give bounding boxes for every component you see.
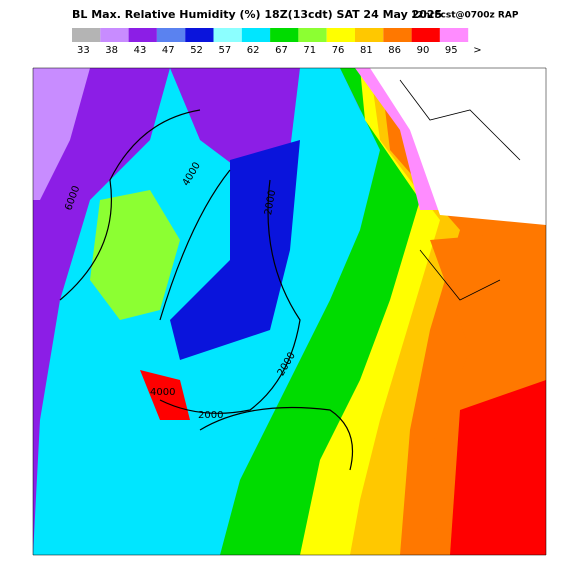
legend-swatch <box>411 28 440 42</box>
legend-label: 57 <box>219 45 232 56</box>
subtitle: 12hrFcst@0700z RAP <box>411 11 519 21</box>
legend-swatch <box>383 28 412 42</box>
map-area: 6000 4000 2000 2000 4000 2000 <box>32 67 547 556</box>
legend-swatch <box>439 28 469 42</box>
legend-label: 62 <box>247 45 260 56</box>
legend-label: 76 <box>332 45 345 56</box>
legend-label: 86 <box>388 45 401 56</box>
legend-swatch <box>270 28 299 42</box>
legend-swatch <box>298 28 327 42</box>
legend-swatch <box>72 28 101 42</box>
legend: 33 38 43 47 52 57 62 67 71 76 81 86 90 95 > <box>72 28 482 56</box>
legend-more: > <box>473 45 481 56</box>
contour-label: 4000 <box>150 387 175 398</box>
legend-swatch <box>156 28 186 42</box>
legend-label: 43 <box>134 45 147 56</box>
legend-label: 67 <box>275 45 288 56</box>
legend-swatch <box>326 28 355 42</box>
legend-label: 38 <box>105 45 118 56</box>
legend-swatch <box>128 28 157 42</box>
legend-label: 52 <box>190 45 203 56</box>
contour-label: 2000 <box>198 410 223 421</box>
title: BL Max. Relative Humidity (%) 18Z(13cdt)… <box>72 8 442 21</box>
legend-swatch <box>100 28 129 42</box>
legend-swatch <box>241 28 271 42</box>
legend-swatch <box>355 28 384 42</box>
contour-label: 2000 <box>263 189 278 216</box>
legend-label: 95 <box>445 45 458 56</box>
legend-label: 33 <box>77 45 90 56</box>
legend-label: 90 <box>417 45 430 56</box>
legend-label: 71 <box>303 45 316 56</box>
legend-swatch <box>185 28 214 42</box>
legend-label: 47 <box>162 45 175 56</box>
legend-swatch <box>213 28 242 42</box>
legend-label: 81 <box>360 45 373 56</box>
